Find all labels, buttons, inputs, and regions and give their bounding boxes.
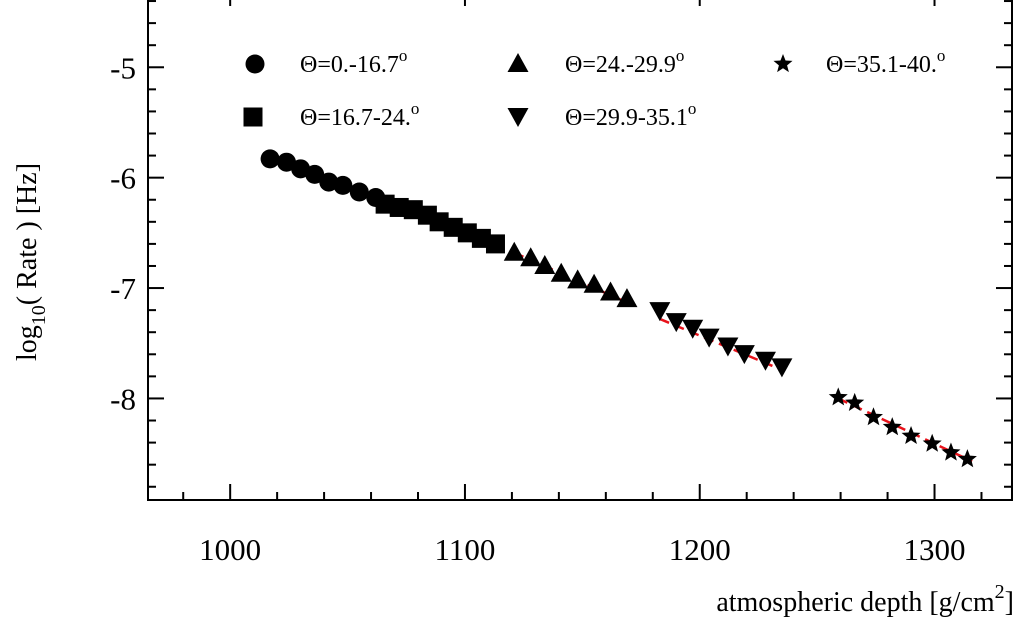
data-point-triangle-up — [600, 281, 622, 301]
data-point-triangle-down — [698, 328, 720, 348]
legend-label-sup: o — [399, 46, 408, 65]
legend-label-main: Θ=0.-16.7 — [300, 52, 399, 78]
y-tick-label: -7 — [110, 271, 136, 306]
data-point-triangle-up — [583, 273, 605, 293]
data-point-triangle-up — [567, 269, 589, 289]
data-point-star — [863, 407, 883, 426]
legend-label-main: Θ=16.7-24. — [300, 105, 411, 131]
data-point-star — [901, 425, 921, 445]
legend-label-main: Θ=29.9-35.1 — [565, 105, 688, 131]
legend-marker-star — [773, 54, 793, 73]
y-axis-label-main: log — [12, 325, 43, 361]
legend-label: Θ=24.-29.9o — [565, 46, 684, 78]
data-point-triangle-down — [754, 351, 776, 371]
data-point-circle — [277, 152, 297, 172]
legend-marker-square — [243, 107, 263, 127]
data-point-circle — [333, 175, 353, 195]
legend-label: Θ=0.-16.7o — [300, 46, 407, 78]
data-point-star — [845, 392, 865, 411]
legend-label: Θ=35.1-40.o — [826, 46, 945, 78]
y-tick-label: -8 — [110, 381, 136, 416]
data-point-triangle-down — [733, 345, 755, 365]
data-point-triangle-down — [682, 319, 704, 339]
legend-marker-circle — [245, 54, 265, 74]
data-point-circle — [305, 164, 325, 184]
data-point-triangle-up — [503, 241, 525, 261]
data-point-star — [922, 433, 942, 452]
x-axis-label-sup: 2 — [995, 581, 1005, 603]
data-point-circle — [260, 149, 280, 169]
legend-label-sup: o — [688, 99, 697, 118]
plot-frame — [147, 0, 1013, 501]
y-axis-label-sub: 10 — [28, 305, 50, 325]
x-tick-label: 1200 — [669, 532, 731, 567]
y-tick-label: -6 — [110, 161, 136, 196]
legend-label-sup: o — [411, 99, 420, 118]
data-point-star — [828, 387, 848, 406]
y-axis-label-rest: ( Rate ) [Hz] — [12, 163, 43, 305]
data-point-triangle-down — [665, 313, 687, 333]
data-point-triangle-down — [649, 302, 671, 322]
data-point-triangle-up — [534, 254, 556, 274]
legend: Θ=0.-16.7oΘ=16.7-24.oΘ=24.-29.9oΘ=29.9-3… — [243, 46, 945, 131]
data-point-triangle-up — [520, 247, 542, 267]
y-tick-label: -5 — [110, 50, 136, 85]
legend-label: Θ=16.7-24.o — [300, 99, 419, 131]
data-point-square — [485, 234, 505, 254]
data-point-star — [882, 417, 902, 436]
data-point-star — [957, 449, 977, 468]
legend-marker-triangle-down — [507, 108, 529, 127]
data-point-triangle-down — [717, 337, 739, 357]
legend-label-main: Θ=35.1-40. — [826, 52, 937, 78]
data-point-triangle-up — [616, 288, 638, 308]
data-point-star — [941, 442, 961, 461]
data-point-circle — [349, 182, 369, 202]
data-points — [260, 149, 977, 468]
x-axis-label: atmospheric depth [g/cm2] — [716, 581, 1014, 618]
legend-marker-triangle-up — [507, 53, 529, 72]
legend-label-sup: o — [676, 46, 685, 65]
axes: 1000 1100 1200 1300 -5 -6 -7 -8 — [110, 0, 1013, 567]
data-point-triangle-up — [550, 262, 572, 282]
legend-label-sup: o — [937, 46, 946, 65]
x-tick-label: 1300 — [904, 532, 966, 567]
legend-label-main: Θ=24.-29.9 — [565, 52, 676, 78]
x-axis-label-main: atmospheric depth [g/cm — [716, 587, 995, 618]
y-axis-label: log10( Rate ) [Hz] — [12, 163, 50, 361]
x-axis-label-close: ] — [1005, 587, 1014, 618]
x-tick-label: 1000 — [199, 532, 261, 567]
x-tick-label: 1100 — [435, 532, 496, 567]
fit-line-star — [837, 397, 973, 463]
legend-label: Θ=29.9-35.1o — [565, 99, 696, 131]
data-point-triangle-down — [771, 358, 793, 378]
